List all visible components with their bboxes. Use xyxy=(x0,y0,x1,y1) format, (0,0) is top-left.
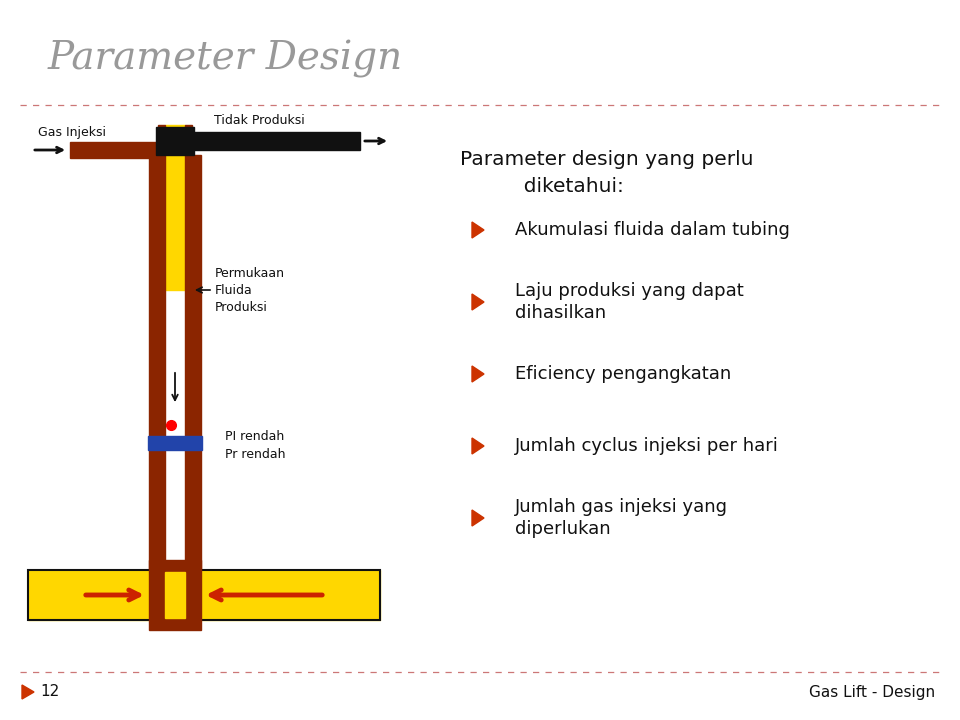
Polygon shape xyxy=(472,294,484,310)
Text: Jumlah gas injeksi yang
diperlukan: Jumlah gas injeksi yang diperlukan xyxy=(515,498,728,539)
Bar xyxy=(148,436,202,450)
Bar xyxy=(165,125,185,290)
Bar xyxy=(165,572,185,618)
Text: Tidak Produksi: Tidak Produksi xyxy=(214,114,304,127)
Bar xyxy=(158,570,192,620)
Polygon shape xyxy=(472,222,484,238)
Text: Jumlah cyclus injeksi per hari: Jumlah cyclus injeksi per hari xyxy=(515,437,779,455)
Bar xyxy=(194,132,360,150)
Polygon shape xyxy=(22,685,34,699)
Bar xyxy=(185,125,192,600)
Text: Gas Injeksi: Gas Injeksi xyxy=(38,126,106,139)
Text: Parameter design yang perlu
          diketahui:: Parameter design yang perlu diketahui: xyxy=(460,150,754,196)
Text: Laju produksi yang dapat
dihasilkan: Laju produksi yang dapat dihasilkan xyxy=(515,282,744,323)
Text: Parameter Design: Parameter Design xyxy=(48,40,403,78)
Bar xyxy=(70,142,156,158)
Polygon shape xyxy=(472,438,484,454)
Bar xyxy=(28,570,380,620)
Polygon shape xyxy=(472,366,484,382)
Bar xyxy=(149,560,201,630)
Text: Permukaan
Fluida
Produksi: Permukaan Fluida Produksi xyxy=(215,266,285,313)
Text: Akumulasi fluida dalam tubing: Akumulasi fluida dalam tubing xyxy=(515,221,790,239)
Polygon shape xyxy=(472,510,484,526)
Bar xyxy=(28,570,380,620)
Bar xyxy=(158,125,165,600)
Bar xyxy=(192,155,201,600)
Bar xyxy=(156,127,194,155)
Text: PI rendah
Pr rendah: PI rendah Pr rendah xyxy=(225,430,285,461)
Text: 12: 12 xyxy=(40,685,60,700)
Text: Eficiency pengangkatan: Eficiency pengangkatan xyxy=(515,365,732,383)
Bar xyxy=(149,155,158,600)
Text: Gas Lift - Design: Gas Lift - Design xyxy=(809,685,935,700)
